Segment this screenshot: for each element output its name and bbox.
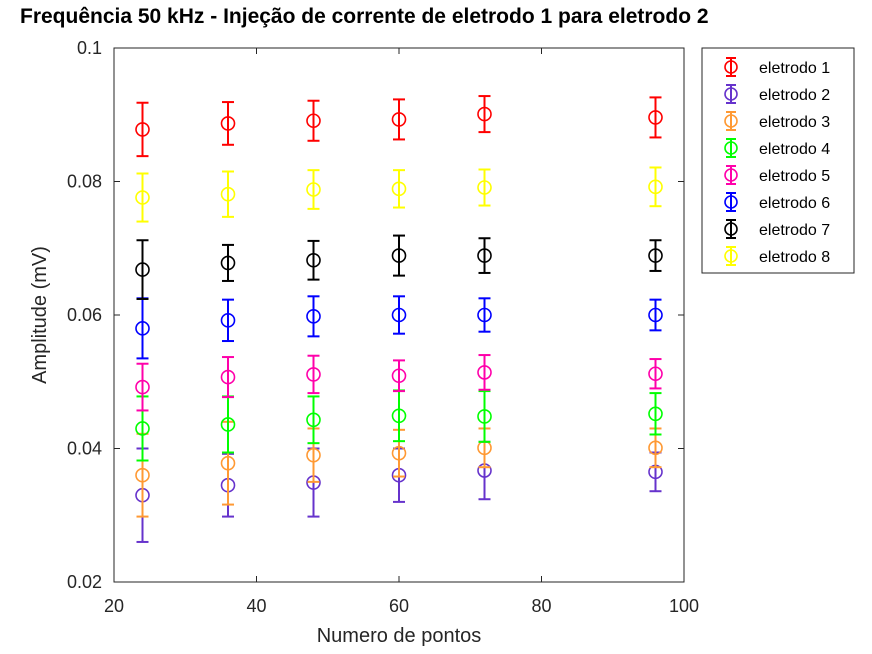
y-tick-label: 0.1 — [77, 38, 102, 58]
legend: eletrodo 1 eletrodo 2 eletrodo 3 eletrodo 4… — [701, 47, 855, 274]
data-point — [477, 248, 492, 263]
data-point — [220, 313, 236, 328]
data-point — [391, 112, 407, 127]
x-tick-label: 100 — [669, 596, 699, 616]
series-eletrodo-6 — [135, 295, 663, 360]
legend-entry: eletrodo 7 — [724, 219, 830, 239]
series-eletrodo-8 — [135, 166, 663, 223]
y-axis-label: Amplitude (mV) — [29, 246, 51, 384]
legend-marker — [724, 195, 738, 209]
x-tick-label: 80 — [531, 596, 551, 616]
data-point — [220, 255, 236, 271]
data-point — [391, 307, 407, 323]
data-point — [648, 248, 663, 263]
legend-label: eletrodo 8 — [759, 249, 830, 266]
legend-marker — [724, 60, 738, 74]
y-tick-label: 0.04 — [67, 439, 102, 459]
legend-label: eletrodo 2 — [759, 87, 830, 104]
legend-label: eletrodo 7 — [759, 222, 830, 239]
legend-label: eletrodo 6 — [759, 195, 830, 212]
data-point — [135, 190, 150, 205]
y-tick-label: 0.02 — [67, 572, 102, 592]
x-tick-label: 20 — [104, 596, 124, 616]
x-tick-label: 40 — [246, 596, 266, 616]
legend-entry: eletrodo 6 — [724, 192, 830, 212]
data-point — [306, 252, 321, 268]
legend-entry: eletrodo 4 — [724, 138, 830, 158]
data-point — [477, 365, 492, 380]
legend-entry: eletrodo 2 — [724, 84, 830, 104]
data-point — [391, 181, 407, 197]
legend-entry: eletrodo 1 — [724, 57, 830, 77]
data-point — [306, 309, 321, 324]
data-point — [220, 116, 236, 131]
data-point — [135, 467, 150, 483]
data-point — [135, 421, 150, 436]
data-point — [135, 379, 150, 395]
data-point — [648, 179, 663, 195]
data-point — [391, 445, 407, 461]
data-point — [477, 180, 492, 195]
legend-marker — [724, 168, 738, 182]
data-point — [648, 440, 663, 456]
data-point — [306, 412, 321, 428]
series-eletrodo-5 — [135, 354, 663, 412]
legend-marker — [724, 114, 738, 128]
series-eletrodo-1 — [135, 95, 663, 158]
x-axis-label: Numero de pontos — [317, 625, 482, 647]
legend-entry: eletrodo 3 — [724, 111, 830, 131]
legend-entry: eletrodo 8 — [724, 246, 830, 266]
data-point — [306, 367, 321, 382]
legend-label: eletrodo 3 — [759, 114, 830, 131]
data-point — [391, 368, 407, 384]
data-point — [306, 447, 321, 463]
data-point — [220, 369, 236, 385]
legend-label: eletrodo 1 — [759, 60, 830, 77]
legend-box — [701, 47, 855, 274]
y-tick-label: 0.06 — [67, 305, 102, 325]
data-point — [135, 262, 150, 277]
data-point — [135, 321, 150, 336]
data-point — [220, 417, 236, 432]
legend-label: eletrodo 4 — [759, 141, 830, 158]
data-point — [648, 406, 663, 422]
data-point — [648, 366, 663, 382]
data-point — [477, 106, 492, 122]
data-point — [648, 307, 663, 323]
data-point — [135, 122, 150, 137]
data-point — [391, 248, 407, 263]
data-point — [391, 408, 407, 424]
data-point — [477, 409, 492, 424]
legend-marker — [724, 222, 738, 236]
legend-marker — [724, 249, 738, 263]
data-point — [220, 186, 236, 202]
data-point — [648, 110, 663, 125]
x-tick-label: 60 — [389, 596, 409, 616]
chart-title: Frequência 50 kHz - Injeção de corrente … — [20, 5, 709, 28]
legend-label: eletrodo 5 — [759, 168, 830, 185]
y-tick-label: 0.08 — [67, 172, 102, 192]
axis-ticks: 20 40 60 80 100 0.02 0.04 0.06 0.08 0.1 — [67, 38, 699, 616]
legend-marker — [724, 87, 738, 101]
data-series — [135, 95, 663, 543]
data-point — [306, 113, 321, 129]
legend-marker — [724, 141, 738, 155]
series-eletrodo-7 — [135, 234, 663, 300]
data-point — [306, 182, 321, 197]
legend-entry: eletrodo 5 — [724, 165, 830, 185]
data-point — [477, 307, 492, 323]
data-point — [220, 455, 236, 471]
